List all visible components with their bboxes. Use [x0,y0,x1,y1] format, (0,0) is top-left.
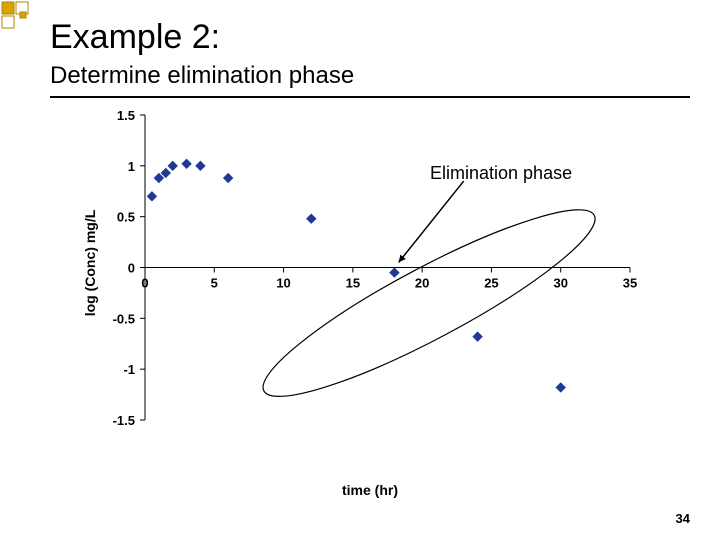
data-point [168,161,177,170]
svg-text:35: 35 [623,276,637,291]
title-underline [50,96,690,98]
data-point [473,332,482,341]
data-point [147,192,156,201]
svg-text:0: 0 [141,276,148,291]
slide-title: Example 2: [50,18,220,57]
data-point [390,268,399,277]
data-point [307,214,316,223]
slide-subtitle: Determine elimination phase [50,62,354,90]
page-number: 34 [676,511,690,526]
svg-text:5: 5 [211,276,218,291]
scatter-chart: 0 5 10 15 20 25 30 35 -1.5 -1 -0.5 0 0.5 1 1.5 [90,105,650,460]
data-point [182,159,191,168]
elimination-phase-annotation: Elimination phase [430,163,572,184]
svg-text:25: 25 [484,276,498,291]
svg-text:1.5: 1.5 [117,108,135,123]
svg-text:1: 1 [128,159,135,174]
svg-text:-0.5: -0.5 [113,311,135,326]
svg-text:0.5: 0.5 [117,210,135,225]
svg-text:10: 10 [276,276,290,291]
data-point [154,174,163,183]
data-point [161,168,170,177]
data-point [224,174,233,183]
svg-text:15: 15 [346,276,360,291]
chart-container: log (Conc) mg/L 05101520253035-1.5-1-0.5… [90,105,650,500]
svg-text:-1: -1 [123,362,135,377]
svg-text:20: 20 [415,276,429,291]
svg-text:30: 30 [553,276,567,291]
data-point [556,383,565,392]
y-axis-label: log (Conc) mg/L [82,183,98,343]
data-point [196,161,205,170]
svg-text:-1.5: -1.5 [113,413,135,428]
x-axis-label: time (hr) [90,482,650,498]
svg-text:0: 0 [128,261,135,276]
